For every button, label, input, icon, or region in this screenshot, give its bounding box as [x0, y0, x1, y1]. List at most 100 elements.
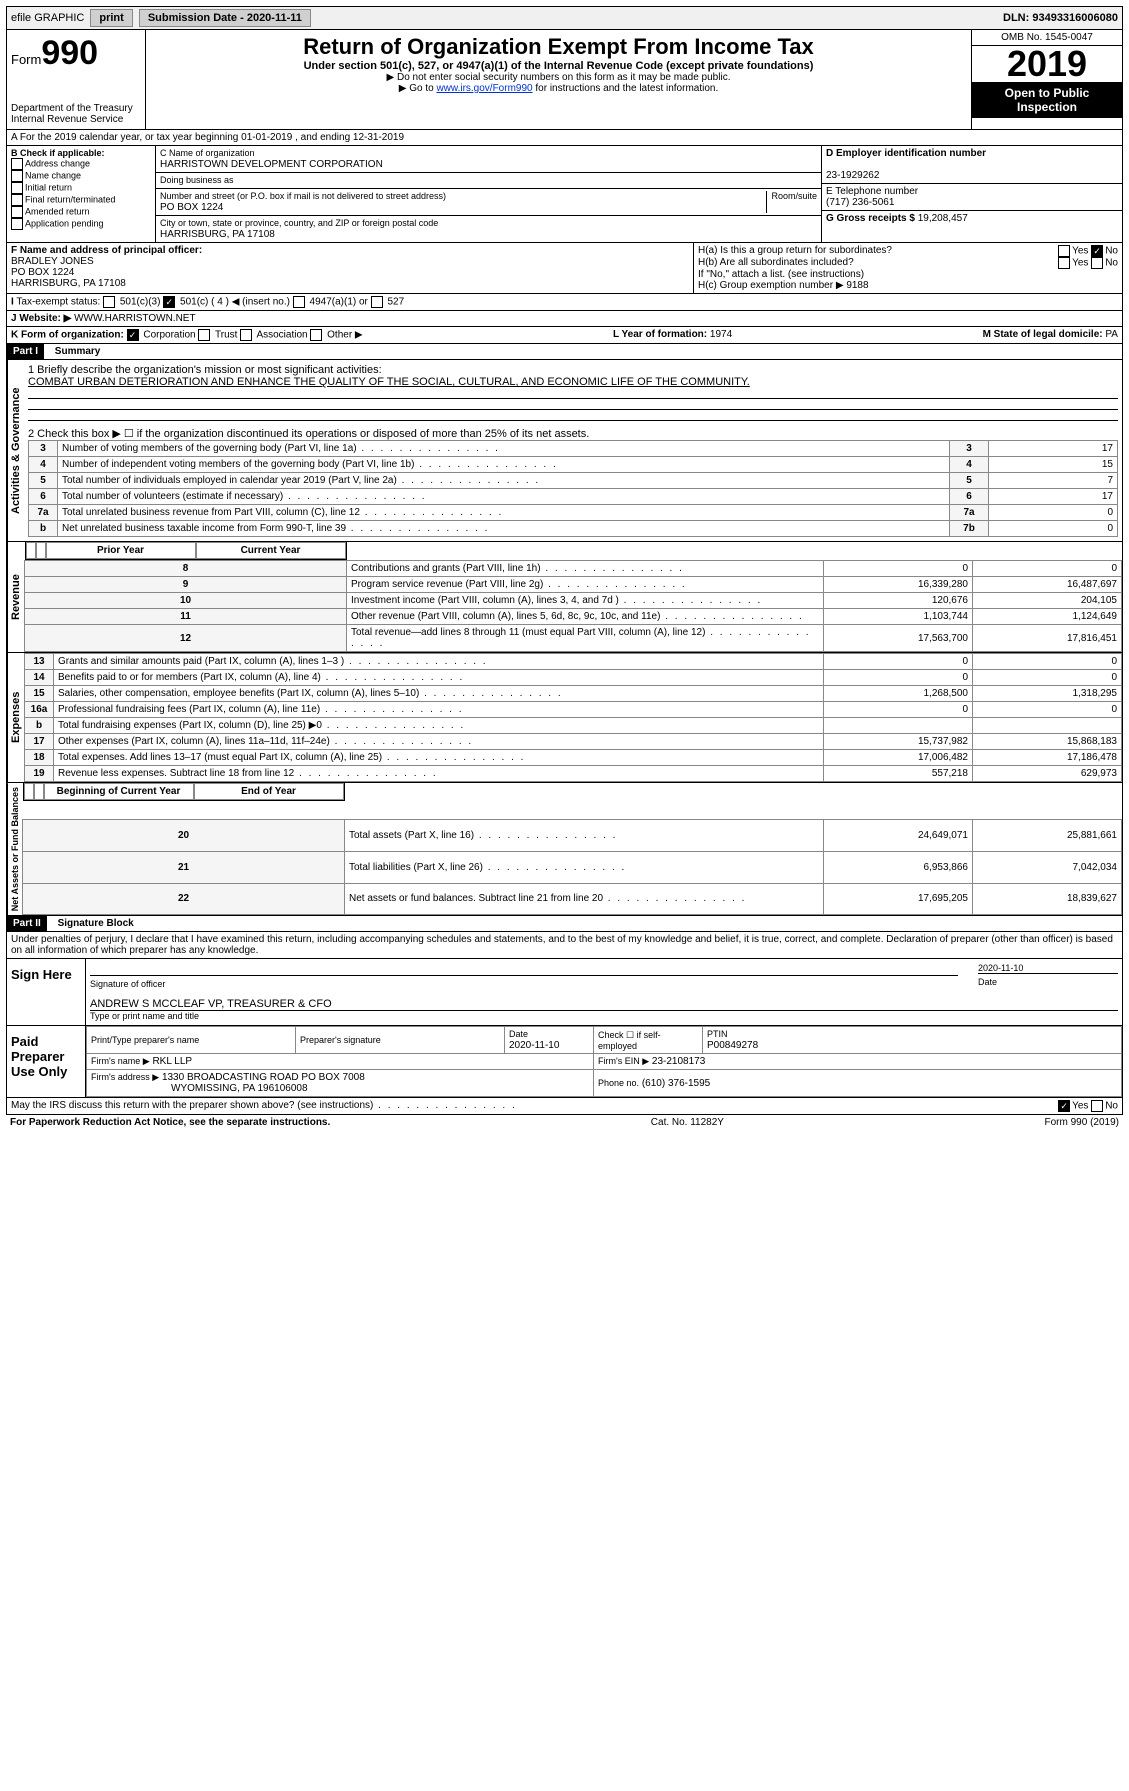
check-name[interactable] — [11, 170, 23, 182]
q2: 2 Check this box ▶ ☐ if the organization… — [28, 427, 1118, 440]
tax-status-label: Tax-exempt status: — [16, 297, 100, 308]
preparer-table: Print/Type preparer's name Preparer's si… — [86, 1026, 1122, 1097]
table-row: 21Total liabilities (Part X, line 26)6,9… — [23, 851, 1122, 883]
table-row: 16aProfessional fundraising fees (Part I… — [25, 702, 1122, 718]
box-f: F Name and address of principal officer:… — [7, 243, 694, 293]
table-row: 9Program service revenue (Part VIII, lin… — [25, 577, 1122, 593]
check-address[interactable] — [11, 158, 23, 170]
check-pending[interactable] — [11, 218, 23, 230]
exp-vlabel: Expenses — [7, 653, 24, 782]
sig-date: 2020-11-10 — [978, 963, 1118, 973]
table-row: bNet unrelated business taxable income f… — [29, 521, 1118, 537]
form-subtitle: Under section 501(c), 527, or 4947(a)(1)… — [150, 60, 967, 72]
check-amended[interactable] — [11, 206, 23, 218]
ha-yes[interactable] — [1058, 245, 1070, 257]
year-form-val: 1974 — [710, 329, 732, 340]
no-label: No — [1105, 246, 1118, 257]
box-c: C Name of organization HARRISTOWN DEVELO… — [156, 146, 822, 242]
form-prefix: Form — [11, 52, 41, 67]
rev-section: Revenue Prior YearCurrent Year 8Contribu… — [6, 542, 1123, 653]
hb-label: H(b) Are all subordinates included? — [698, 257, 854, 269]
goto-post: for instructions and the latest informat… — [533, 83, 719, 94]
ck-501c3[interactable] — [103, 296, 115, 308]
check-initial[interactable] — [11, 182, 23, 194]
part1-header: Part I Summary — [6, 344, 1123, 360]
table-row: bTotal fundraising expenses (Part IX, co… — [25, 718, 1122, 734]
print-button[interactable]: print — [90, 9, 132, 27]
firm-city: WYOMISSING, PA 196106008 — [171, 1083, 308, 1094]
ha-no[interactable]: ✓ — [1091, 245, 1103, 257]
ck-assoc[interactable] — [240, 329, 252, 341]
irs-link[interactable]: www.irs.gov/Form990 — [436, 83, 532, 94]
firm-ein-l: Firm's EIN ▶ — [598, 1056, 649, 1066]
phone-value: (717) 236-5061 — [826, 197, 894, 208]
box-deg: D Employer identification number 23-19292… — [822, 146, 1122, 242]
footer: For Paperwork Reduction Act Notice, see … — [6, 1115, 1123, 1130]
opt-corp: Corporation — [143, 330, 195, 341]
year-form-label: L Year of formation: — [613, 329, 707, 340]
no-label2: No — [1105, 258, 1118, 269]
part1-sub: Summary — [47, 346, 101, 357]
no3: No — [1105, 1101, 1118, 1112]
state-label: M State of legal domicile: — [983, 329, 1103, 340]
opt-501c: 501(c) ( 4 ) ◀ (insert no.) — [180, 297, 290, 308]
part2-title: Part II — [7, 916, 47, 931]
discuss-row: May the IRS discuss this return with the… — [6, 1098, 1123, 1115]
name-label: C Name of organization — [160, 148, 255, 158]
col-curr: Current Year — [196, 542, 346, 559]
box-j: J Website: ▶ WWW.HARRISTOWN.NET — [6, 311, 1123, 327]
submission-date: Submission Date - 2020-11-11 — [139, 9, 311, 27]
check-final[interactable] — [11, 194, 23, 206]
prep-date-l: Date — [509, 1029, 528, 1039]
hb-yes[interactable] — [1058, 257, 1070, 269]
table-row: 8Contributions and grants (Part VIII, li… — [25, 561, 1122, 577]
firm-addr-l: Firm's address ▶ — [91, 1072, 159, 1082]
hc-value: 9188 — [846, 280, 868, 291]
sign-here-block: Sign Here Signature of officer 2020-11-1… — [6, 959, 1123, 1026]
table-row: 10Investment income (Part VIII, column (… — [25, 593, 1122, 609]
ck-corp[interactable]: ✓ — [127, 329, 139, 341]
ein-label: D Employer identification number — [826, 148, 986, 159]
ck-other[interactable] — [310, 329, 322, 341]
ck-527[interactable] — [371, 296, 383, 308]
officer-city: HARRISBURG, PA 17108 — [11, 278, 126, 289]
a1: COMBAT URBAN DETERIORATION AND ENHANCE T… — [28, 376, 1118, 388]
form-990: 990 — [41, 34, 98, 72]
table-row: 11Other revenue (Part VIII, column (A), … — [25, 609, 1122, 625]
opt-4947: 4947(a)(1) or — [310, 297, 368, 308]
state-val: PA — [1105, 329, 1118, 340]
net-section: Net Assets or Fund Balances Beginning of… — [6, 783, 1123, 916]
discuss-no[interactable] — [1091, 1100, 1103, 1112]
part2-header: Part II Signature Block — [6, 916, 1123, 932]
opt-final: Final return/terminated — [25, 194, 116, 204]
exp-table: 13Grants and similar amounts paid (Part … — [24, 653, 1122, 782]
gross-label: G Gross receipts $ — [826, 213, 915, 224]
dln: DLN: 93493316006080 — [1003, 12, 1118, 24]
ck-4947[interactable] — [293, 296, 305, 308]
paperwork: For Paperwork Reduction Act Notice, see … — [10, 1117, 330, 1128]
paid-label: Paid Preparer Use Only — [7, 1026, 86, 1097]
opt-other: Other ▶ — [327, 330, 362, 341]
hb-no[interactable] — [1091, 257, 1103, 269]
yes-label2: Yes — [1072, 258, 1088, 269]
tax-year: 2019 — [972, 46, 1122, 82]
firm-ein: 23-2108173 — [652, 1056, 705, 1067]
discuss-yes[interactable]: ✓ — [1058, 1100, 1070, 1112]
table-row: 15Salaries, other compensation, employee… — [25, 686, 1122, 702]
date-label: Date — [978, 977, 997, 987]
ein-value: 23-1929262 — [826, 170, 879, 181]
public-inspection: Open to Public Inspection — [972, 82, 1122, 118]
org-addr: PO BOX 1224 — [160, 202, 223, 213]
ck-501c[interactable]: ✓ — [163, 296, 175, 308]
opt-initial: Initial return — [25, 182, 72, 192]
dba-label: Doing business as — [160, 175, 234, 185]
prep-name-l: Print/Type preparer's name — [91, 1035, 199, 1045]
form-org-label: K Form of organization: — [11, 330, 124, 341]
goto-note: ▶ Go to www.irs.gov/Form990 for instruct… — [150, 83, 967, 94]
section-fh: F Name and address of principal officer:… — [6, 243, 1123, 294]
opt-address: Address change — [25, 158, 90, 168]
cat-no: Cat. No. 11282Y — [651, 1117, 724, 1128]
ck-trust[interactable] — [198, 329, 210, 341]
table-row: 13Grants and similar amounts paid (Part … — [25, 654, 1122, 670]
check-se: Check ☐ if self-employed — [594, 1027, 703, 1054]
